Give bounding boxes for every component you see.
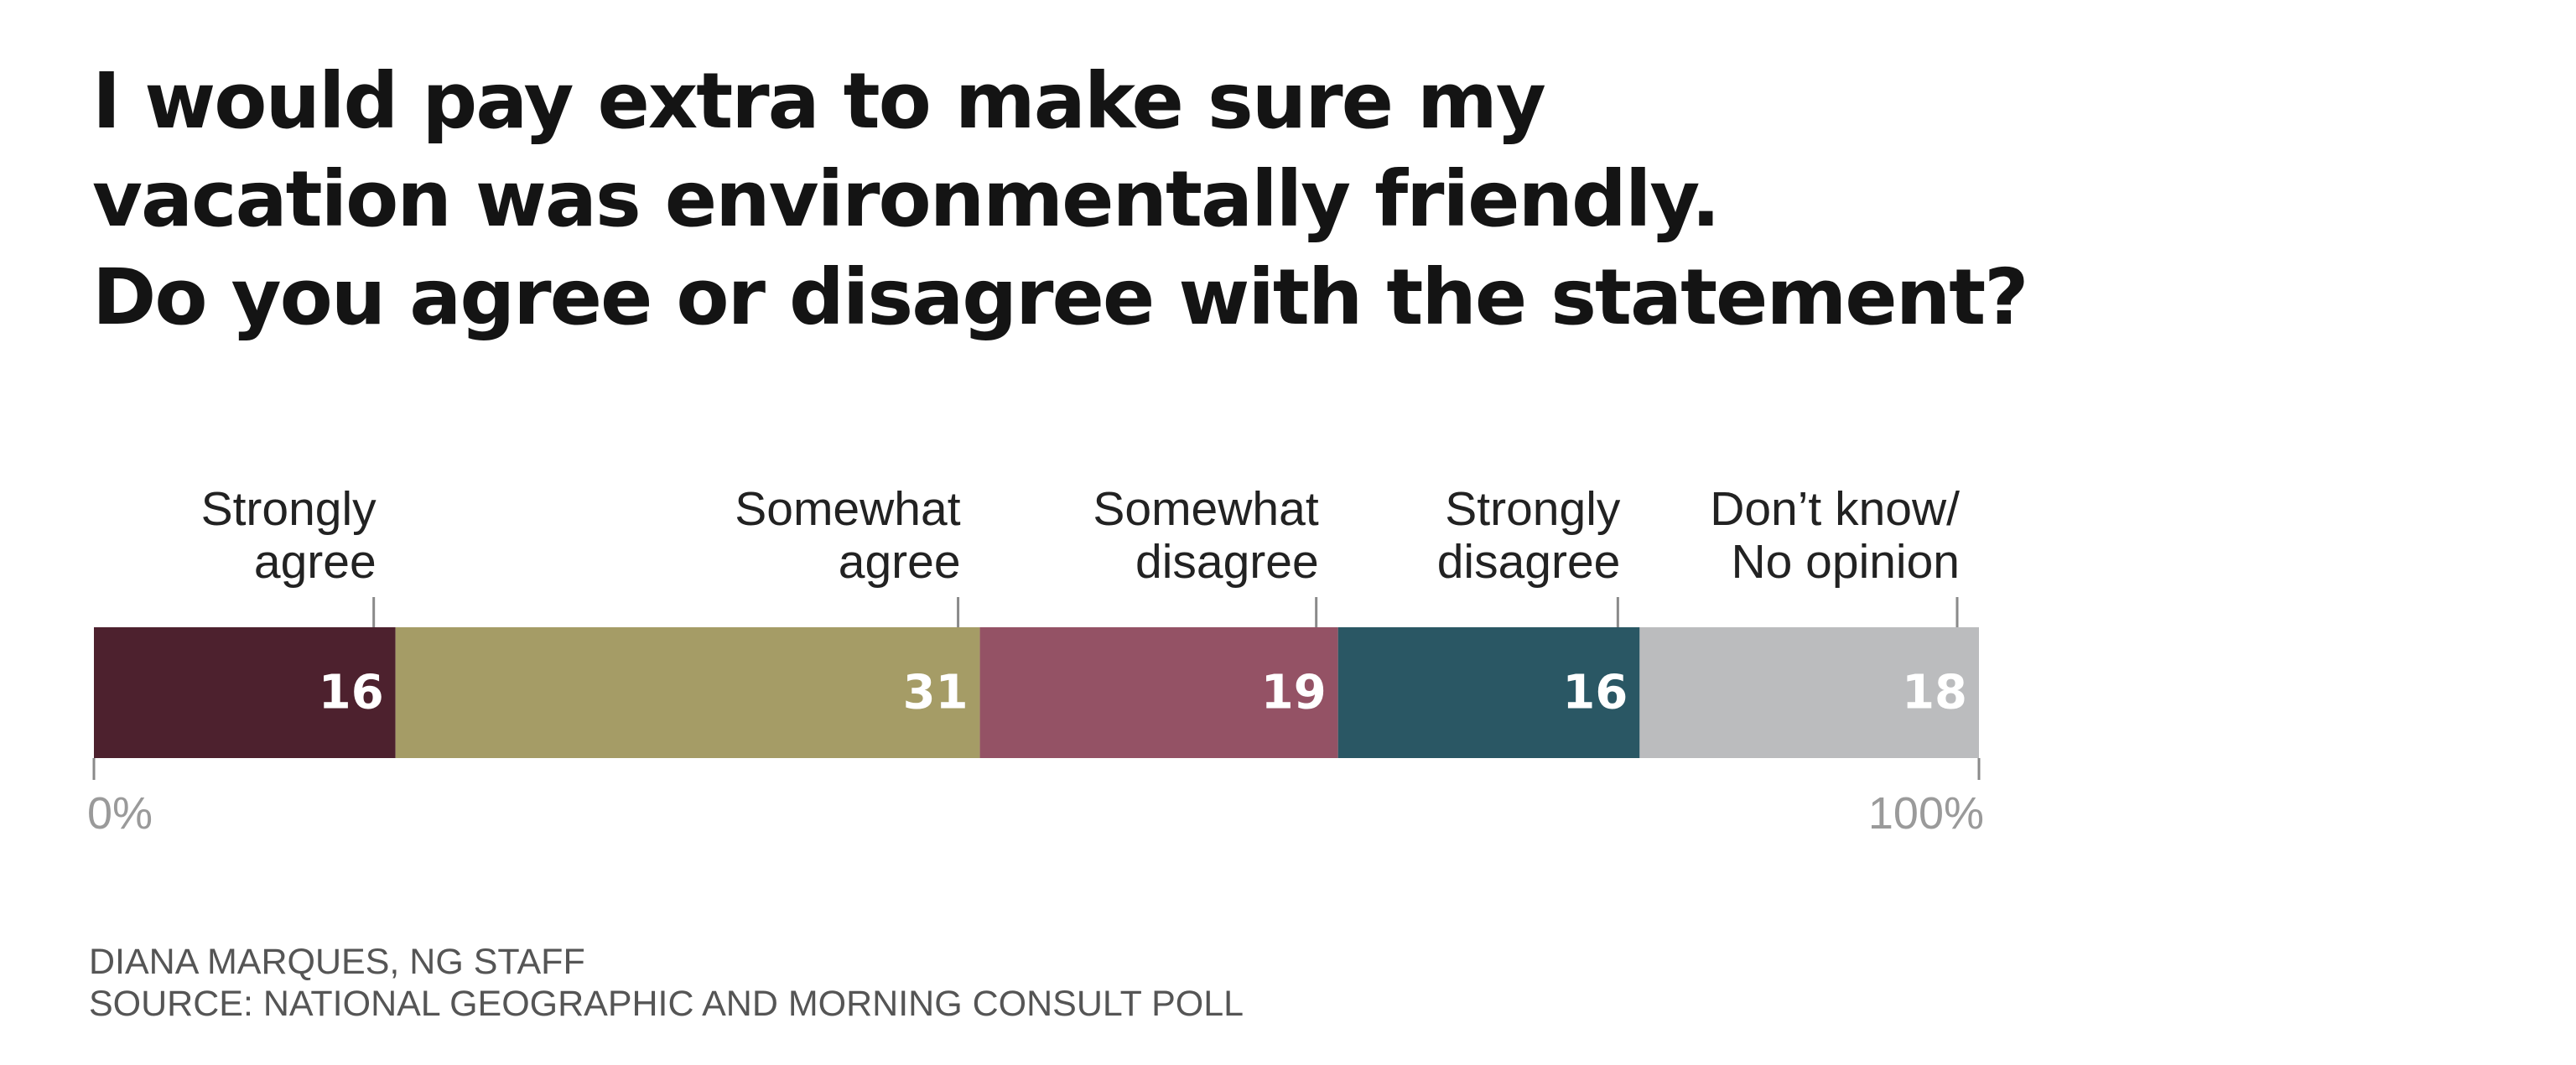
category-label-line: Don’t know/ <box>1710 482 1960 536</box>
title-line: I would pay extra to make sure my <box>92 56 1546 146</box>
category-label-line: No opinion <box>1731 535 1960 589</box>
category-label-line: Somewhat <box>1093 482 1318 536</box>
category-label: Strongly disagree <box>1437 482 1621 589</box>
bar-segment <box>395 627 980 758</box>
credit-text: DIANA MARQUES, NG STAFF <box>89 942 585 982</box>
category-label-line: agree <box>839 535 961 589</box>
category-label-line: Strongly <box>1445 482 1621 536</box>
value-label: 18 <box>1902 666 1967 720</box>
bar-segment <box>94 627 396 758</box>
category-label-line: disagree <box>1135 535 1319 589</box>
category-label: Don’t know/No opinion <box>1710 482 1960 589</box>
value-label: 31 <box>903 666 969 720</box>
bar-segment <box>1639 627 1979 758</box>
value-label: 19 <box>1261 666 1327 720</box>
title-line: Do you agree or disagree with the statem… <box>92 252 2029 342</box>
category-label-line: Strongly <box>201 482 377 536</box>
category-label: Somewhat agree <box>735 482 960 589</box>
bar-segment <box>979 627 1338 758</box>
category-label-line: Somewhat <box>735 482 960 536</box>
axis-label-max: 100% <box>1868 788 1984 839</box>
category-label-line: agree <box>254 535 377 589</box>
value-label: 16 <box>319 666 384 720</box>
category-label: Somewhat disagree <box>1093 482 1318 589</box>
chart-title: I would pay extra to make sure my vacati… <box>92 52 2272 346</box>
category-label: Strongly agree <box>201 482 377 589</box>
title-line: vacation was environmentally friendly. <box>92 154 1721 244</box>
chart-footer: DIANA MARQUES, NG STAFF SOURCE: NATIONAL… <box>89 941 1244 1025</box>
value-label: 16 <box>1562 666 1628 720</box>
source-text: SOURCE: NATIONAL GEOGRAPHIC AND MORNING … <box>89 984 1244 1024</box>
axis-label-min: 0% <box>87 788 153 839</box>
category-label-line: disagree <box>1437 535 1621 589</box>
bar-segment <box>1337 627 1640 758</box>
